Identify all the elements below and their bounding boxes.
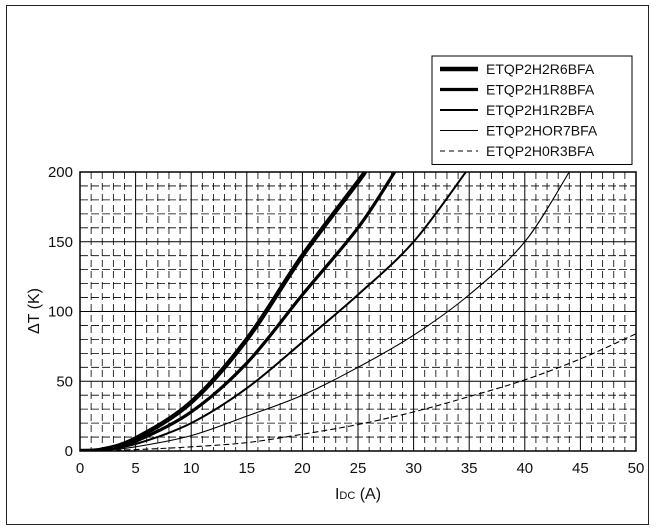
series-line-3 — [80, 172, 467, 451]
legend-label: ETQP2H1R8BFA — [486, 82, 595, 98]
legend: ETQP2H2R6BFA ETQP2H1R8BFA ETQP2H1R2BFA ETQP… — [431, 55, 633, 165]
x-tick-label: 15 — [238, 460, 255, 477]
x-tick-label: 40 — [516, 460, 533, 477]
x-tick-label: 35 — [461, 460, 478, 477]
series-line-5 — [80, 333, 636, 451]
y-tick-label: 50 — [56, 373, 73, 390]
y-tick-label: 150 — [48, 234, 73, 251]
series-group — [80, 172, 636, 451]
x-axis-label: IDC (A) — [335, 486, 381, 503]
y-tick-label: 200 — [48, 164, 73, 181]
x-tick-label: 30 — [405, 460, 422, 477]
grid — [79, 171, 637, 452]
legend-label: ETQP2HOR7BFA — [486, 123, 598, 139]
legend-label: ETQP2H0R3BFA — [486, 143, 595, 159]
x-tick-label: 10 — [183, 460, 200, 477]
plot-area-border — [79, 171, 637, 452]
x-tick-label: 50 — [628, 460, 645, 477]
x-tick-label: 45 — [572, 460, 589, 477]
y-tick-label: 0 — [65, 443, 73, 460]
x-tick-label: 25 — [350, 460, 367, 477]
x-tick-label: 0 — [76, 460, 84, 477]
tick-labels: 0 5 10 15 20 25 30 35 40 45 50 0 50 100 150 200 — [48, 164, 644, 477]
x-tick-label: 5 — [131, 460, 139, 477]
legend-label: ETQP2H2R6BFA — [486, 61, 595, 77]
chart-frame — [6, 5, 649, 525]
x-axis-label-subscript: DC — [339, 490, 355, 502]
legend-label: ETQP2H1R2BFA — [486, 102, 595, 118]
y-tick-label: 100 — [48, 304, 73, 321]
series-line-4 — [80, 172, 570, 451]
y-axis-label: ΔT (K) — [26, 288, 43, 334]
x-tick-label: 20 — [294, 460, 311, 477]
